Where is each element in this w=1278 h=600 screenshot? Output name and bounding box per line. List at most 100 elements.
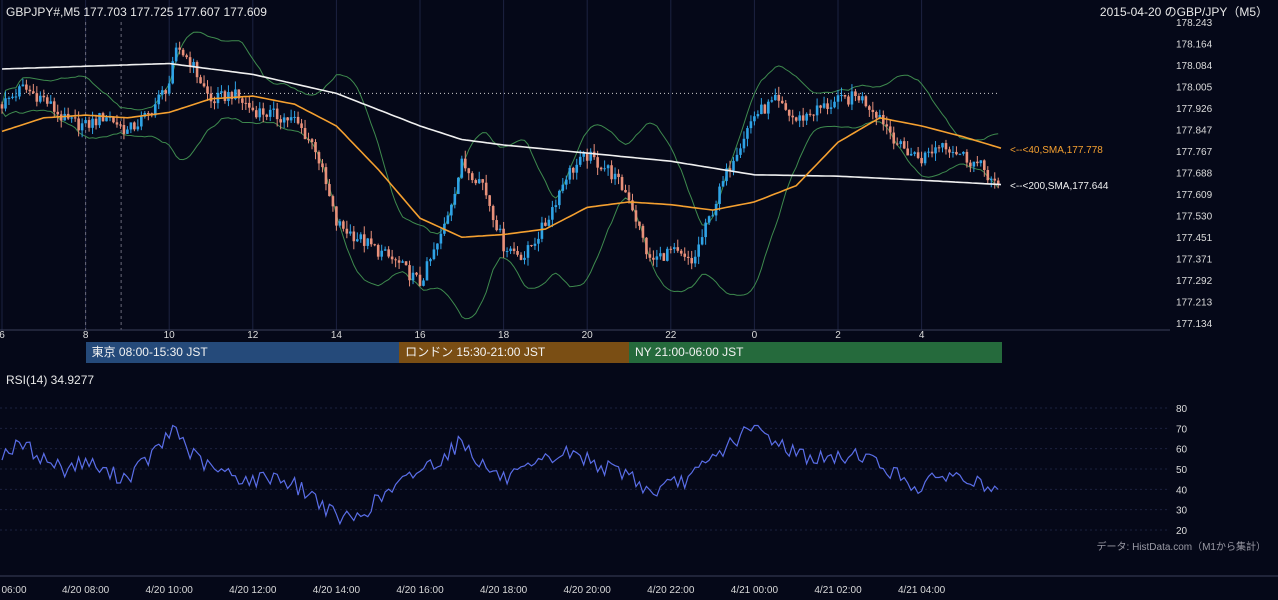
candle-body — [376, 245, 380, 257]
rsi-tick-label: 60 — [1176, 445, 1188, 456]
candle-body — [474, 180, 478, 184]
candle-body — [777, 94, 781, 101]
candle-body — [861, 96, 864, 101]
candle-body — [87, 120, 91, 128]
candle-body — [955, 151, 958, 155]
candle-body — [223, 91, 227, 101]
candle-body — [394, 259, 397, 261]
candle-body — [122, 125, 126, 134]
candle-body — [624, 189, 627, 193]
candle-body — [749, 121, 753, 129]
rsi-tick-label: 50 — [1176, 465, 1188, 476]
candle-body — [972, 161, 976, 167]
price-tick-label: 177.688 — [1176, 169, 1213, 180]
candle-body — [0, 104, 4, 109]
candle-body — [432, 249, 436, 260]
candle-body — [767, 101, 770, 114]
hour-tick-label: 0 — [752, 330, 758, 341]
moving-averages — [1, 62, 1002, 239]
candle-body — [704, 222, 707, 238]
candle-body — [993, 178, 997, 181]
candle-body — [470, 173, 474, 181]
candle-body — [181, 49, 185, 56]
candle-body — [140, 116, 143, 127]
candle-body — [544, 222, 547, 226]
candle-body — [484, 182, 488, 196]
time-tick-label: 4/21 02:00 — [814, 585, 862, 596]
candle-body — [366, 238, 370, 246]
candle-body — [930, 151, 934, 154]
candle-body — [732, 160, 735, 171]
hour-tick-label: 2 — [835, 330, 841, 341]
candle-body — [342, 221, 345, 229]
candle-body — [756, 114, 760, 117]
price-tick-label: 177.530 — [1176, 212, 1213, 223]
candle-body — [805, 113, 808, 121]
hour-axis: 6 8 10 12 14 16 18 20 22 0 2 4 — [0, 330, 925, 341]
candle-body — [429, 259, 432, 262]
candle-body — [784, 103, 788, 110]
candle-body — [206, 86, 209, 94]
candle-body — [742, 138, 746, 149]
candle-body — [234, 89, 237, 100]
candle-body — [356, 239, 359, 242]
candle-body — [826, 103, 829, 109]
candle-body — [885, 124, 889, 127]
candle-body — [965, 151, 969, 163]
candle-body — [582, 153, 586, 157]
candle-body — [453, 193, 457, 205]
candle-body — [902, 141, 906, 149]
candle-body — [286, 117, 289, 121]
price-tick-label: 178.164 — [1176, 39, 1213, 50]
candle-body — [463, 158, 467, 169]
candle-body — [686, 256, 690, 258]
rsi-line — [1, 424, 999, 526]
candle-body — [380, 250, 383, 257]
hour-tick-label: 22 — [665, 330, 677, 341]
hour-tick-label: 18 — [498, 330, 510, 341]
candle-body — [436, 243, 439, 250]
rsi-tick-label: 20 — [1176, 526, 1188, 537]
candle-body — [683, 253, 687, 257]
candle-body — [819, 105, 822, 108]
time-tick-label: 4/20 14:00 — [312, 585, 361, 596]
candle-body — [272, 108, 275, 110]
candle-body — [56, 111, 60, 115]
candle-body — [153, 104, 157, 116]
rsi-chart: 80 70 60 50 40 30 20 RSI(14) 34.9277 データ: Hist… — [0, 373, 1278, 577]
candle-body — [739, 148, 742, 155]
candle-body — [213, 101, 216, 104]
candle-body — [129, 122, 133, 130]
candle-body — [477, 179, 481, 184]
candle-body — [875, 112, 878, 118]
candle-body — [676, 247, 680, 251]
candle-body — [147, 113, 150, 115]
candle-body — [721, 181, 725, 187]
time-tick-label: 4/21 04:00 — [897, 585, 946, 596]
candle-body — [770, 100, 774, 102]
candle-body — [847, 96, 850, 105]
candle-body — [387, 249, 390, 257]
candle-body — [7, 97, 11, 99]
candle-body — [178, 47, 181, 50]
candle-body — [373, 244, 377, 246]
candle-body — [659, 253, 662, 257]
candle-body — [763, 104, 767, 114]
price-tick-label: 177.609 — [1176, 190, 1213, 201]
candle-body — [920, 157, 923, 164]
candle-body — [829, 107, 833, 109]
candle-body — [888, 126, 892, 133]
candle-body — [160, 90, 164, 95]
candle-body — [836, 95, 840, 102]
hour-tick-label: 16 — [414, 330, 426, 341]
price-tick-label: 177.767 — [1176, 147, 1213, 158]
candle-body — [558, 190, 561, 206]
candle-body — [707, 216, 711, 223]
candle-body — [98, 113, 101, 126]
candle-body — [73, 117, 77, 119]
candle-body — [192, 62, 195, 67]
candle-body — [725, 168, 728, 182]
candle-body — [561, 184, 565, 191]
candle-body — [505, 251, 509, 253]
candle-body — [195, 62, 199, 78]
